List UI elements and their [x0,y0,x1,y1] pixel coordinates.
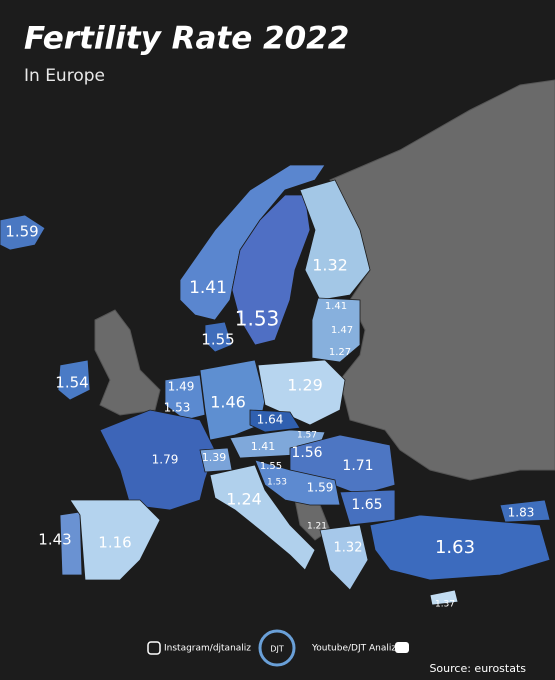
italy [209,464,316,571]
rate-label: 1.71 [342,458,373,474]
youtube-icon [395,642,409,653]
subtitle: In Europe [24,66,105,86]
rate-label: 1.41 [189,278,227,298]
rate-label: 1.32 [334,541,363,556]
france [99,409,216,511]
cyprus [429,589,459,606]
rate-label: 1.56 [291,445,322,461]
rate-label: 1.24 [226,490,262,509]
rate-label: 1.59 [307,481,334,495]
germany [199,359,266,441]
rate-label: 1.65 [351,497,382,513]
rate-label: 1.41 [325,301,347,312]
rate-label: 1.55 [201,331,234,349]
rate-label: 1.64 [257,413,284,427]
logo-ring [258,629,296,667]
logo-text: DJT [270,645,284,654]
rate-label: 1.83 [508,506,535,520]
poland [257,359,346,426]
rate-label: 1.37 [435,600,455,610]
rate-label: 1.29 [287,376,323,395]
czechia [249,409,301,433]
rate-label: 1.43 [38,531,71,549]
rate-label: 1.54 [55,374,88,392]
spain [69,499,161,581]
rate-label: 1.53 [164,401,191,415]
label-layer: 1.59 1.41 1.53 1.32 1.41 1.47 1.27 1.55 1.54 1.49… [5,223,534,610]
ireland [57,359,91,401]
rate-label: 1.49 [168,380,195,394]
rate-label: 1.27 [329,347,351,358]
benelux [164,374,206,421]
rate-label: 1.41 [251,440,276,453]
portugal [59,511,83,576]
rate-label: 1.55 [260,461,282,472]
rate-label: 1.47 [331,325,353,336]
sweden [231,194,311,346]
rate-label: 1.53 [267,478,287,488]
rate-label: 1.21 [307,522,327,532]
rate-label: 1.46 [210,393,246,412]
rate-label: 1.63 [435,537,475,558]
rate-label: 1.53 [235,307,280,331]
rate-label: 1.59 [5,223,38,241]
baltics [311,297,361,363]
norway [179,164,326,321]
rate-label: 1.39 [202,451,227,464]
uk-land [94,309,161,416]
denmark [204,321,233,353]
finland [299,179,371,301]
title: Fertility Rate 2022 [24,21,349,57]
georgia [499,499,551,523]
russia-land [329,79,555,481]
rate-label: 1.32 [312,256,348,275]
iceland [0,214,46,251]
greece [319,524,369,591]
youtube-handle: Youtube/DJT Analiz [311,644,396,654]
instagram-icon [147,641,161,655]
rate-label: 1.16 [98,534,131,552]
rate-label: 1.57 [297,431,317,441]
rate-label: 1.79 [152,453,179,467]
source: Source: eurostats [429,662,526,675]
croatia-slovenia-serbia [254,459,341,506]
instagram-handle: Instagram/djtanaliz [164,644,251,654]
turkey [369,514,551,581]
